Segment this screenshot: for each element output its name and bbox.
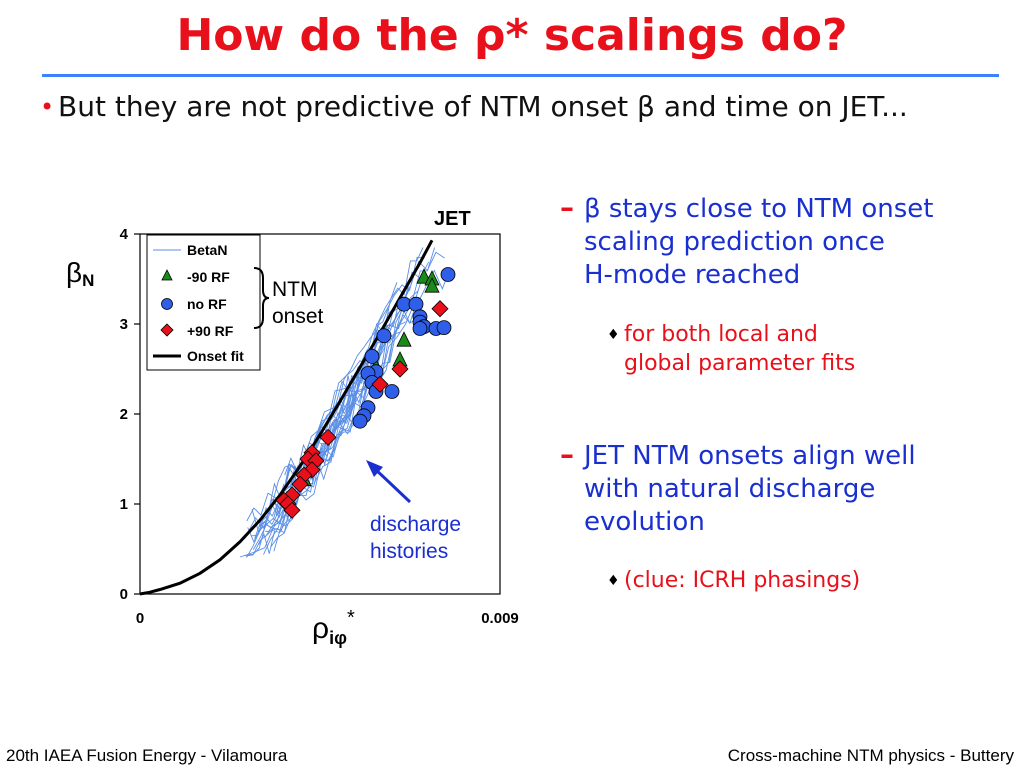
betan-trace [259, 256, 425, 527]
point-plus90-rf [371, 375, 389, 393]
point-minus90-rf [396, 331, 412, 347]
y-axis-label: βN [66, 257, 94, 290]
subsub-bullet-text: (clue: ICRH phasings) [624, 566, 860, 595]
sub-bullet-line: evolution [584, 507, 705, 537]
ntm-onset-brace [253, 267, 270, 329]
point-no-rf [412, 321, 428, 336]
y-tick-label: 3 [120, 316, 128, 333]
legend-swatch-norf [161, 298, 173, 310]
legend-swatch-minus90 [161, 269, 173, 281]
betan-trace [246, 296, 403, 522]
diamond-bullet-icon: ♦ [607, 327, 620, 343]
sub-bullet-line: β stays close to NTM onset [584, 194, 934, 224]
legend-label-minus90: -90 RF [187, 269, 230, 285]
x-axis-label-main: ρ [312, 612, 329, 645]
sub-bullet-onsets: – JET NTM onsets align well with natural… [560, 438, 1000, 540]
legend-label-plus90: +90 RF [187, 323, 234, 339]
sub-bullet-dash: – [560, 191, 574, 224]
point-plus90-rf [431, 300, 449, 318]
subsub-bullet-text: for both local and global parameter fits [624, 320, 855, 378]
footer-right: Cross-machine NTM physics - Buttery [727, 746, 1014, 765]
bullet-dot: • [40, 93, 55, 121]
sub-bullet-beta: – β stays close to NTM onset scaling pre… [560, 191, 1000, 293]
legend-swatch-plus90 [160, 323, 174, 337]
subsub-bullet-clue: ♦ (clue: ICRH phasings) [607, 566, 1007, 598]
legend-label-onset-fit: Onset fit [187, 348, 244, 364]
subsub-bullet-line: global parameter fits [624, 351, 856, 376]
sub-bullet-text: β stays close to NTM onset scaling predi… [584, 193, 933, 292]
x-tick-label: 0.009 [481, 610, 519, 627]
sub-bullet-line: with natural discharge [584, 474, 876, 504]
y-axis-label-main: β [66, 257, 82, 288]
y-tick-label: 4 [120, 226, 129, 243]
y-tick-label: 2 [120, 406, 128, 423]
betan-trace [251, 282, 398, 534]
x-tick-label: 0 [136, 610, 144, 627]
annotation-line-1: discharge [370, 513, 461, 536]
annotation-line-2: histories [370, 540, 448, 563]
sub-bullet-line: H-mode reached [584, 260, 801, 290]
annotation-arrow-head [366, 460, 383, 477]
subsub-bullet-fits: ♦ for both local and global parameter fi… [607, 320, 1007, 380]
footer-left: 20th IAEA Fusion Energy - Vilamoura [6, 746, 288, 765]
point-minus90-rf [424, 277, 440, 293]
brace-label-onset: onset [272, 305, 324, 328]
chart-title: JET [434, 208, 471, 230]
chart-legend: BetaN -90 RF no RF +90 RF Onset fit [146, 234, 261, 371]
point-no-rf [408, 296, 424, 312]
onset-fit-line [139, 239, 434, 596]
legend-label-betan: BetaN [187, 242, 227, 258]
point-no-rf [384, 384, 400, 399]
diamond-bullet-icon: ♦ [607, 573, 620, 589]
y-tick-label: 1 [120, 496, 128, 513]
point-no-rf [364, 348, 380, 364]
point-no-rf [376, 328, 392, 344]
main-bullet-text: But they are not predictive of NTM onset… [58, 90, 908, 123]
subsub-bullet-line: (clue: ICRH phasings) [624, 568, 861, 593]
annotation-arrow-shaft [372, 466, 412, 504]
point-plus90-rf [319, 428, 337, 446]
y-axis-label-sub: N [82, 271, 94, 290]
point-plus90-rf [283, 501, 301, 519]
subsub-bullet-line: for both local and [624, 322, 818, 347]
sub-bullet-line: JET NTM onsets align well [584, 441, 916, 471]
sub-bullet-line: scaling prediction once [584, 227, 885, 257]
point-no-rf [440, 267, 456, 282]
legend-label-norf: no RF [187, 296, 227, 312]
slide-title: How do the ρ* scalings do? [176, 10, 848, 61]
x-axis-label: ρiφ* [312, 607, 355, 648]
title-divider [42, 74, 999, 77]
point-plus90-rf [391, 360, 409, 378]
x-axis-label-sub: iφ [329, 628, 347, 648]
point-no-rf [352, 413, 368, 429]
x-axis-label-sup: * [347, 607, 355, 629]
betan-trace [245, 286, 410, 557]
sub-bullet-dash: – [560, 438, 574, 471]
point-no-rf [436, 320, 452, 336]
y-tick-label: 0 [120, 586, 128, 603]
brace-label-ntm: NTM [272, 278, 318, 301]
sub-bullet-text: JET NTM onsets align well with natural d… [584, 440, 916, 539]
jet-scatter-chart: 0 1 2 3 4 0 0.009 JET βN ρiφ* BetaN -90 RF no … [66, 208, 519, 648]
point-plus90-rf [291, 475, 309, 493]
